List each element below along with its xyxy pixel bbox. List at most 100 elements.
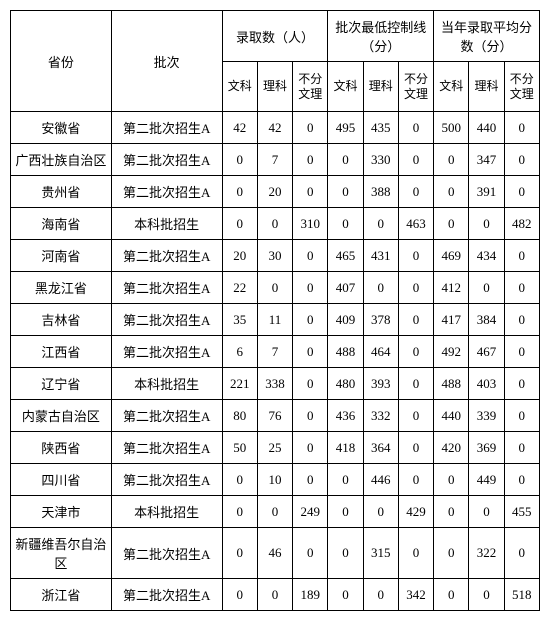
cell-value: 0 bbox=[504, 304, 539, 336]
cell-value: 42 bbox=[222, 112, 257, 144]
table-row: 四川省第二批次招生A01000446004490 bbox=[11, 464, 540, 496]
cell-value: 0 bbox=[504, 528, 539, 579]
subheader-like-3: 理科 bbox=[469, 62, 504, 112]
table-row: 河南省第二批次招生A2030046543104694340 bbox=[11, 240, 540, 272]
cell-value: 482 bbox=[504, 208, 539, 240]
table-row: 新疆维吾尔自治区第二批次招生A04600315003220 bbox=[11, 528, 540, 579]
cell-province: 安徽省 bbox=[11, 112, 112, 144]
cell-value: 332 bbox=[363, 400, 398, 432]
cell-value: 412 bbox=[434, 272, 469, 304]
cell-value: 492 bbox=[434, 336, 469, 368]
cell-province: 浙江省 bbox=[11, 579, 112, 611]
cell-value: 0 bbox=[293, 240, 328, 272]
cell-value: 46 bbox=[257, 528, 292, 579]
table-row: 内蒙古自治区第二批次招生A8076043633204403390 bbox=[11, 400, 540, 432]
cell-value: 0 bbox=[469, 208, 504, 240]
cell-value: 0 bbox=[293, 176, 328, 208]
cell-batch: 第二批次招生A bbox=[111, 176, 222, 208]
cell-value: 0 bbox=[222, 528, 257, 579]
cell-value: 417 bbox=[434, 304, 469, 336]
cell-batch: 第二批次招生A bbox=[111, 304, 222, 336]
cell-value: 0 bbox=[293, 304, 328, 336]
cell-value: 435 bbox=[363, 112, 398, 144]
subheader-like-1: 理科 bbox=[257, 62, 292, 112]
cell-value: 0 bbox=[398, 144, 433, 176]
cell-value: 407 bbox=[328, 272, 363, 304]
cell-value: 480 bbox=[328, 368, 363, 400]
cell-value: 0 bbox=[222, 176, 257, 208]
cell-value: 0 bbox=[398, 368, 433, 400]
cell-value: 0 bbox=[363, 496, 398, 528]
header-batch: 批次 bbox=[111, 11, 222, 112]
cell-value: 0 bbox=[398, 240, 433, 272]
cell-province: 河南省 bbox=[11, 240, 112, 272]
cell-value: 0 bbox=[434, 464, 469, 496]
cell-batch: 第二批次招生A bbox=[111, 400, 222, 432]
cell-province: 新疆维吾尔自治区 bbox=[11, 528, 112, 579]
cell-value: 0 bbox=[504, 272, 539, 304]
cell-value: 25 bbox=[257, 432, 292, 464]
table-row: 陕西省第二批次招生A5025041836404203690 bbox=[11, 432, 540, 464]
cell-value: 249 bbox=[293, 496, 328, 528]
cell-value: 495 bbox=[328, 112, 363, 144]
cell-value: 0 bbox=[398, 336, 433, 368]
cell-value: 440 bbox=[434, 400, 469, 432]
cell-value: 6 bbox=[222, 336, 257, 368]
header-group-avg: 当年录取平均分数（分） bbox=[434, 11, 540, 62]
cell-value: 338 bbox=[257, 368, 292, 400]
table-row: 吉林省第二批次招生A3511040937804173840 bbox=[11, 304, 540, 336]
cell-batch: 第二批次招生A bbox=[111, 112, 222, 144]
cell-value: 322 bbox=[469, 528, 504, 579]
cell-value: 0 bbox=[504, 176, 539, 208]
cell-value: 0 bbox=[398, 400, 433, 432]
subheader-bufen-1: 不分文理 bbox=[293, 62, 328, 112]
table-row: 浙江省第二批次招生A001890034200518 bbox=[11, 579, 540, 611]
cell-value: 0 bbox=[363, 272, 398, 304]
cell-value: 76 bbox=[257, 400, 292, 432]
cell-value: 0 bbox=[504, 400, 539, 432]
cell-batch: 第二批次招生A bbox=[111, 432, 222, 464]
cell-batch: 第二批次招生A bbox=[111, 336, 222, 368]
cell-value: 0 bbox=[293, 336, 328, 368]
table-row: 安徽省第二批次招生A4242049543505004400 bbox=[11, 112, 540, 144]
cell-value: 0 bbox=[328, 579, 363, 611]
subheader-wenke-2: 文科 bbox=[328, 62, 363, 112]
cell-value: 20 bbox=[257, 176, 292, 208]
cell-value: 391 bbox=[469, 176, 504, 208]
subheader-bufen-2: 不分文理 bbox=[398, 62, 433, 112]
cell-value: 0 bbox=[293, 464, 328, 496]
cell-province: 广西壮族自治区 bbox=[11, 144, 112, 176]
cell-value: 330 bbox=[363, 144, 398, 176]
cell-value: 0 bbox=[222, 208, 257, 240]
cell-value: 440 bbox=[469, 112, 504, 144]
table-row: 贵州省第二批次招生A02000388003910 bbox=[11, 176, 540, 208]
cell-batch: 第二批次招生A bbox=[111, 272, 222, 304]
table-row: 辽宁省本科批招生221338048039304884030 bbox=[11, 368, 540, 400]
cell-value: 0 bbox=[363, 579, 398, 611]
table-row: 天津市本科批招生002490042900455 bbox=[11, 496, 540, 528]
cell-value: 11 bbox=[257, 304, 292, 336]
cell-value: 0 bbox=[363, 208, 398, 240]
cell-value: 0 bbox=[504, 240, 539, 272]
cell-value: 42 bbox=[257, 112, 292, 144]
cell-value: 35 bbox=[222, 304, 257, 336]
cell-value: 429 bbox=[398, 496, 433, 528]
subheader-like-2: 理科 bbox=[363, 62, 398, 112]
cell-value: 518 bbox=[504, 579, 539, 611]
cell-value: 0 bbox=[398, 464, 433, 496]
subheader-bufen-3: 不分文理 bbox=[504, 62, 539, 112]
cell-value: 0 bbox=[398, 272, 433, 304]
cell-value: 0 bbox=[257, 208, 292, 240]
cell-value: 7 bbox=[257, 144, 292, 176]
cell-value: 0 bbox=[504, 336, 539, 368]
cell-value: 449 bbox=[469, 464, 504, 496]
cell-province: 天津市 bbox=[11, 496, 112, 528]
cell-value: 0 bbox=[504, 144, 539, 176]
cell-value: 388 bbox=[363, 176, 398, 208]
cell-value: 50 bbox=[222, 432, 257, 464]
cell-batch: 第二批次招生A bbox=[111, 579, 222, 611]
cell-value: 315 bbox=[363, 528, 398, 579]
cell-province: 辽宁省 bbox=[11, 368, 112, 400]
table-body: 安徽省第二批次招生A4242049543505004400广西壮族自治区第二批次… bbox=[11, 112, 540, 611]
cell-value: 0 bbox=[222, 496, 257, 528]
